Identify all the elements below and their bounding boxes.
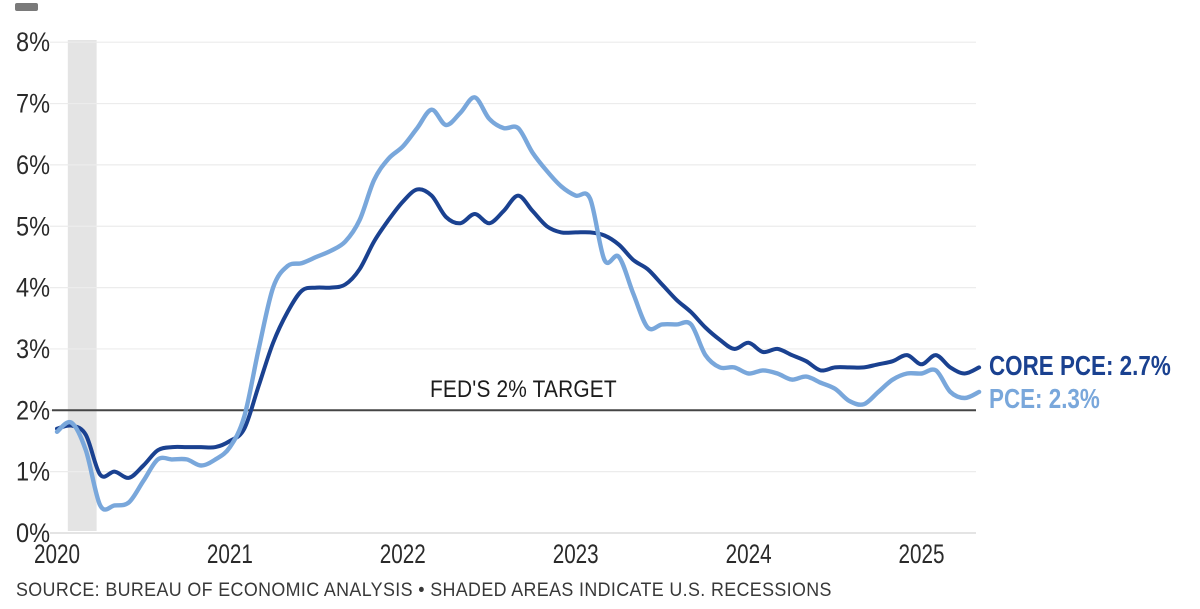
y-tick-label-8%: 8% <box>16 27 50 57</box>
y-tick-label-7%: 7% <box>16 89 50 119</box>
x-tick-label-2021: 2021 <box>207 539 253 569</box>
x-tick-label-2022: 2022 <box>380 539 426 569</box>
x-tick-label-2025: 2025 <box>899 539 945 569</box>
y-tick-label-4%: 4% <box>16 273 50 303</box>
y-tick-label-0%: 0% <box>16 518 50 548</box>
core-pce-line <box>55 187 982 480</box>
y-tick-label-2%: 2% <box>16 395 50 425</box>
x-tick-label-2023: 2023 <box>553 539 599 569</box>
legend-core-pce: CORE PCE: 2.7% <box>989 350 1171 381</box>
fed-target-label: FED'S 2% TARGET <box>430 376 617 403</box>
y-tick-label-1%: 1% <box>16 457 50 487</box>
y-tick-label-6%: 6% <box>16 150 50 180</box>
x-tick-label-2024: 2024 <box>726 539 772 569</box>
source-note: SOURCE: BUREAU OF ECONOMIC ANALYSIS • SH… <box>16 580 832 601</box>
x-tick-label-2020: 2020 <box>34 539 80 569</box>
cropped-edge-artifact <box>15 3 38 11</box>
y-tick-label-3%: 3% <box>16 334 50 364</box>
legend-pce: PCE: 2.3% <box>989 383 1100 414</box>
pce-line <box>54 95 982 512</box>
y-tick-label-5%: 5% <box>16 211 50 241</box>
